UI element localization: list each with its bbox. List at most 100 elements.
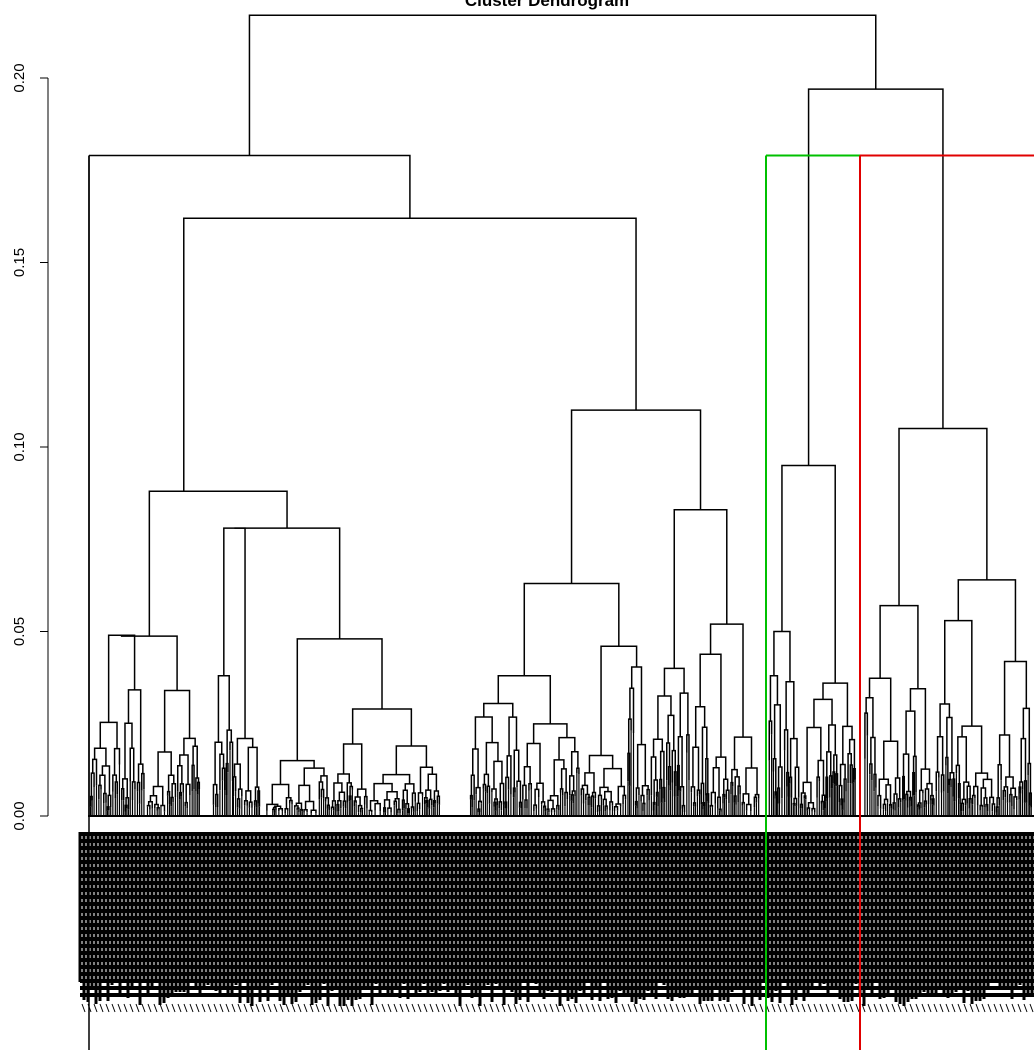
leaf-label-tail [159,1003,164,1013]
merge-link [730,781,734,795]
merge-link [998,734,1011,777]
y-axis: 0.00 0.05 0.10 0.15 0.20 [11,63,49,831]
leaf-label-tail [903,1003,908,1013]
leaf-label-tail [501,1003,506,1013]
merge-link [576,767,580,774]
merge-link [349,785,354,797]
merge-link [112,774,118,792]
merge-link [879,604,919,689]
merge-link [878,778,890,796]
merge-link [369,799,379,811]
leaf-label-tail [357,1003,362,1013]
leaf-label-tail [795,1003,800,1013]
merge-link [737,785,741,803]
leaf-label-tail [933,1003,938,1013]
merge-link [613,805,619,811]
merge-link [640,794,645,804]
merge-link [102,792,107,803]
merge-link [813,698,833,728]
leaf-label-tail [405,1003,410,1013]
merge-link [549,794,559,806]
merge-link [247,746,258,791]
merge-link-outlier [89,154,411,219]
merge-link [642,802,646,812]
merge-link [602,798,607,807]
merge-link [826,751,832,778]
leaf-label-tail [615,1003,620,1013]
leaf-label-tail [483,1003,488,1013]
leaf-label-tail [153,1003,158,1013]
leaf-label-tail [705,1003,710,1013]
merge-link [215,793,219,808]
merge-link [677,736,683,787]
merge-link [491,788,497,799]
merge-link [587,796,591,806]
merge-link [299,808,304,812]
merge-link [848,738,856,769]
merge-link [558,736,576,760]
merge-link [646,788,650,801]
leaf-label-tail [723,1003,728,1013]
leaf-label-tail [477,1003,482,1013]
leaf-label-tail [129,1003,134,1013]
merge-link [745,767,758,795]
merge-link [930,794,934,801]
leaf-label-tail [717,1003,722,1013]
leaf-label-tail [363,1003,368,1013]
merge-link [425,789,432,800]
merge-link [920,768,931,791]
merge-link [936,735,944,776]
merge-link [629,687,635,733]
merge-link [657,695,672,740]
merge-link [655,791,659,807]
leaf-label-tail [351,1003,356,1013]
leaf-label-tail [825,1003,830,1013]
leaf-label-tail [813,1003,818,1013]
leaf-label-tail [195,1003,200,1013]
merge-link [121,787,125,801]
merge-link-left-main [183,217,637,492]
merge-link [968,797,972,809]
leaf-label-tail [951,1003,956,1013]
merge-link [617,785,626,804]
leaf-label-tail [555,1003,560,1013]
leaf-label-tail [183,1003,188,1013]
leaf-label-tail [471,1003,476,1013]
leaf-label-tail [963,1003,968,1013]
leaf-label-tail [561,1003,566,1013]
leaf-label-tail [123,1003,128,1013]
leaf-label-tail [177,1003,182,1013]
leaf-label-tail [231,1003,236,1013]
leaf-label-tail [297,1003,302,1013]
merge-link [636,743,647,788]
leaf-label-tail [639,1003,644,1013]
merge-link [754,793,760,799]
merge-link [556,804,560,810]
merge-link [493,801,497,811]
merge-link [822,682,849,727]
leaf-label-tail [309,1003,314,1013]
merge-link [667,714,675,751]
leaf-label-tail [633,1003,638,1013]
merge-link [536,782,544,802]
merge-link [397,808,401,814]
merge-link [883,740,899,780]
leaf-label-tail [141,1003,146,1013]
merge-link [722,793,726,804]
leaf-label-tail [669,1003,674,1013]
leaf-label-tail [729,1003,734,1013]
leaf-label-tail [315,1003,320,1013]
merge-link [101,765,111,796]
merge-link [599,786,609,796]
merge-link [692,802,697,807]
merge-link [966,785,971,804]
leaf-label-tail [417,1003,422,1013]
merge-link [113,747,121,776]
merge-link [717,796,722,810]
merge-link [939,703,951,737]
merge-link [694,705,706,748]
merge-link [662,786,666,803]
merge-link [634,800,638,809]
leaf-label-tail [855,1003,860,1013]
leaf-label-tail [1011,1003,1016,1013]
